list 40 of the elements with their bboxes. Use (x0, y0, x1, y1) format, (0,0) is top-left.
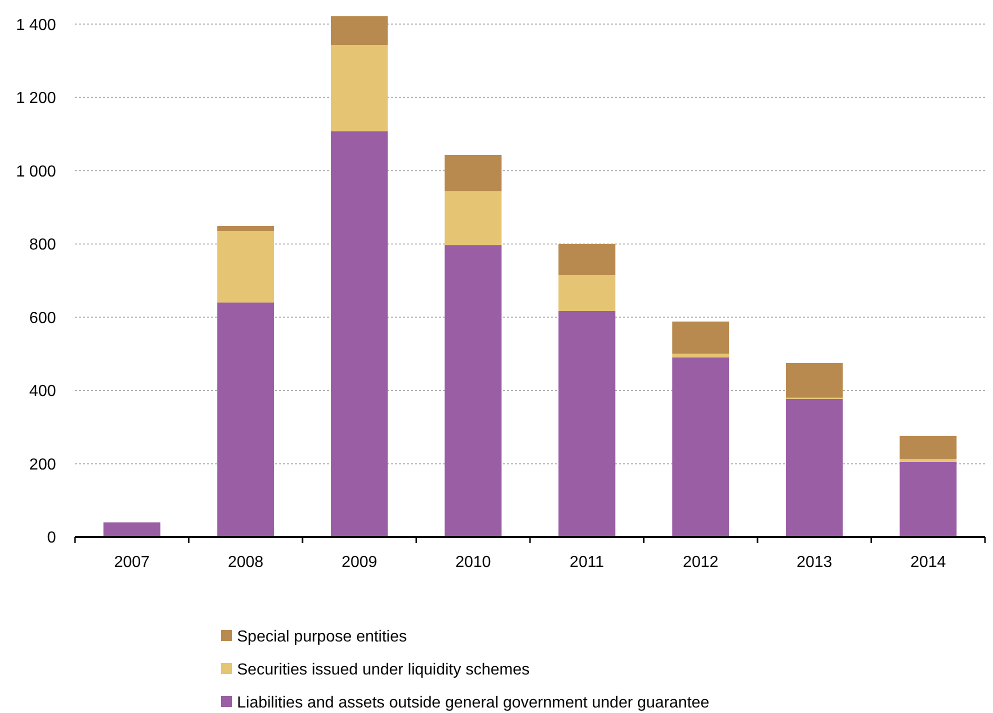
x-tick-label: 2008 (228, 554, 264, 571)
y-tick-label: 0 (47, 530, 56, 547)
bar (900, 458, 957, 462)
x-tick-label: 2007 (114, 554, 150, 571)
bar (444, 154, 502, 192)
bar (330, 16, 388, 46)
legend-label: Liabilities and assets outside general government under guarantee (237, 694, 710, 712)
bar (103, 522, 160, 537)
x-tick-label: 2009 (342, 554, 378, 571)
bar (558, 275, 616, 311)
legend-label: Special purpose entities (237, 628, 407, 646)
x-tick-label: 2010 (455, 554, 492, 571)
x-tick-label: 2011 (570, 554, 604, 571)
x-tick-label: 2013 (796, 554, 832, 571)
bar (330, 45, 388, 132)
y-tick-label: 400 (29, 383, 56, 400)
bar (558, 244, 616, 276)
y-tick-label: 200 (29, 456, 56, 474)
bar (672, 358, 730, 537)
x-tick-label: 2012 (682, 554, 719, 571)
bar (786, 363, 843, 398)
bar (786, 398, 843, 537)
y-tick-label: 1 000 (16, 163, 56, 180)
bar (558, 310, 616, 537)
bar (217, 302, 274, 537)
bar (217, 231, 274, 303)
bar (217, 226, 274, 232)
bar (672, 322, 730, 354)
y-tick-label: 800 (29, 236, 56, 254)
bar (444, 245, 502, 537)
y-tick-label: 600 (29, 310, 56, 327)
bar (672, 354, 730, 358)
bar (444, 191, 502, 246)
bar (900, 462, 957, 537)
bar (900, 436, 957, 459)
x-tick-label: 2014 (910, 554, 946, 571)
legend-label: Securities issued under liquidity schemes (237, 662, 530, 679)
bar (330, 131, 388, 537)
y-tick-label: 1 400 (16, 16, 56, 34)
y-tick-label: 1 200 (16, 90, 56, 108)
